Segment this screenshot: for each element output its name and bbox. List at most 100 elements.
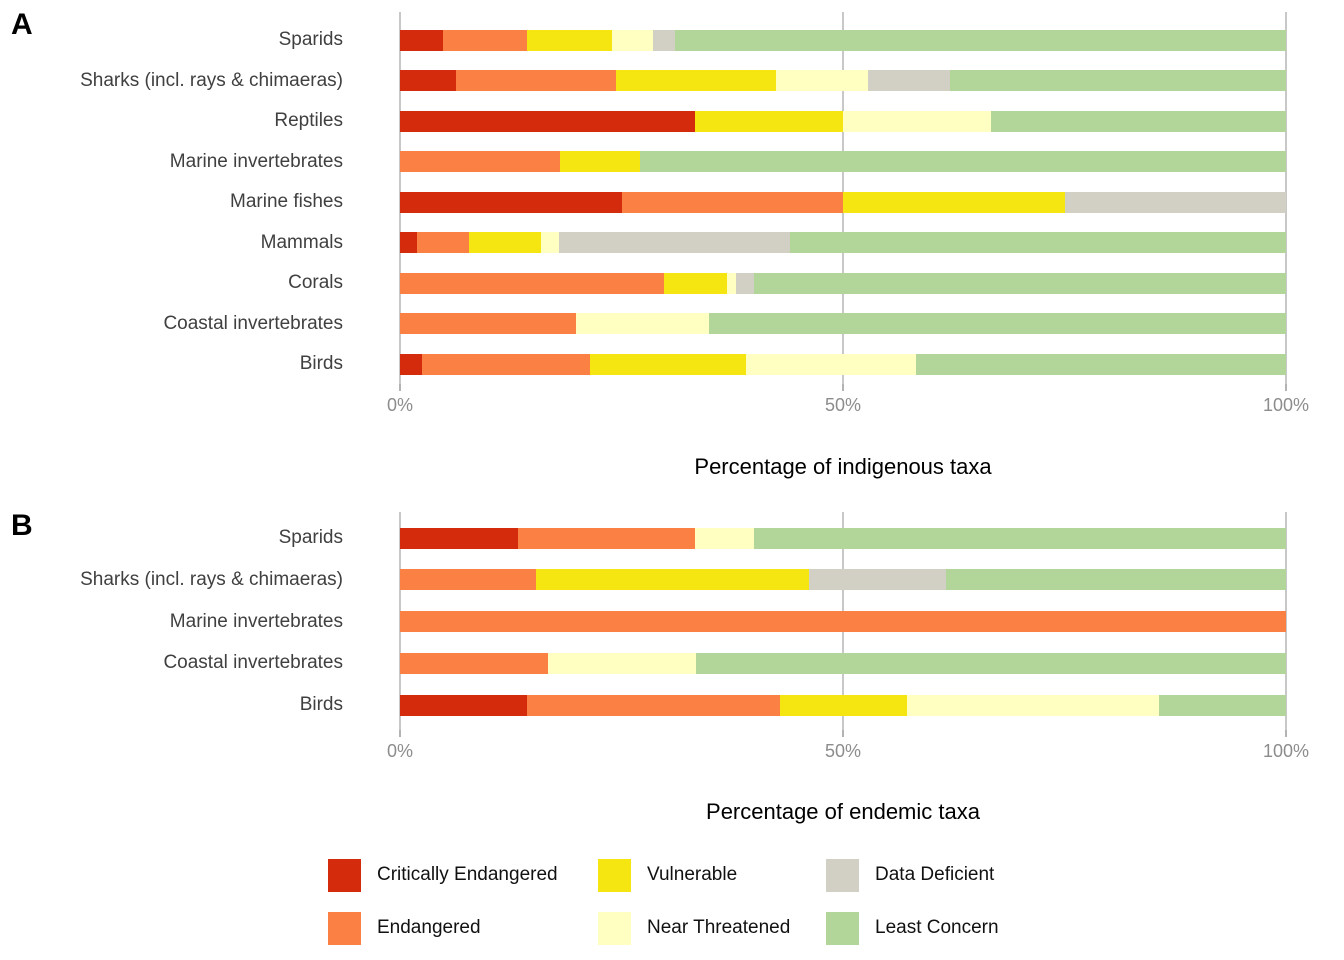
bar-segment-near-threatened (547, 653, 696, 674)
category-label-sharks-incl-rays-chimaeras: Sharks (incl. rays & chimaeras) (80, 70, 343, 91)
bar-segment-critically-endangered (400, 30, 443, 51)
bar-segment-least-concern (674, 30, 1286, 51)
axis-tick (842, 730, 844, 737)
axis-tick-label: 100% (1262, 741, 1310, 761)
bar-segment-endangered (517, 528, 696, 549)
bar-segment-endangered (442, 30, 527, 51)
bar-segment-near-threatened (745, 354, 916, 375)
bar-segment-endangered (422, 354, 591, 375)
category-label-marine-invertebrates: Marine invertebrates (169, 611, 343, 632)
bar-segment-critically-endangered (400, 192, 622, 213)
bar-segment-near-threatened (906, 695, 1160, 716)
stacked-bar-coastal-invertebrates (400, 653, 1286, 674)
category-label-coastal-invertebrates: Coastal invertebrates (163, 313, 343, 334)
panel-a-axis-title: Percentage of indigenous taxa (694, 454, 992, 479)
bar-segment-vulnerable (469, 232, 541, 253)
category-label-sparids: Sparids (278, 527, 343, 548)
stacked-bar-sparids (400, 30, 1286, 51)
bar-segment-least-concern (950, 70, 1286, 91)
stacked-bar-sharks-incl-rays-chimaeras (400, 70, 1286, 91)
bar-segment-endangered (400, 569, 537, 590)
category-label-sparids: Sparids (278, 29, 343, 50)
category-label-corals: Corals (288, 272, 343, 293)
bar-segment-least-concern (945, 569, 1286, 590)
legend-label: Data Deficient (875, 864, 995, 885)
category-label-birds: Birds (299, 694, 343, 715)
bar-segment-near-threatened (540, 232, 559, 253)
bar-segment-least-concern (640, 151, 1286, 172)
bar-segment-vulnerable (664, 273, 727, 294)
bar-segment-data-deficient (809, 569, 946, 590)
bar-segment-near-threatened (842, 111, 991, 132)
category-label-marine-invertebrates: Marine invertebrates (169, 151, 343, 172)
stacked-bar-reptiles (400, 111, 1286, 132)
bar-segment-vulnerable (843, 192, 1065, 213)
stacked-bar-mammals (400, 232, 1286, 253)
bar-segment-vulnerable (780, 695, 907, 716)
bar-segment-data-deficient (653, 30, 675, 51)
bar-segment-endangered (400, 653, 548, 674)
bar-segment-endangered (400, 313, 577, 334)
category-label-sharks-incl-rays-chimaeras: Sharks (incl. rays & chimaeras) (80, 569, 343, 590)
legend-label: Endangered (377, 917, 481, 938)
stacked-bar-marine-invertebrates (400, 611, 1286, 632)
gridline (1285, 512, 1287, 730)
bar-segment-critically-endangered (400, 70, 456, 91)
bar-segment-critically-endangered (400, 232, 417, 253)
category-label-marine-fishes: Marine fishes (230, 191, 343, 212)
bar-segment-endangered (621, 192, 843, 213)
legend-swatch-near-threatened (598, 911, 631, 945)
panel-b-axis-title: Percentage of endemic taxa (706, 799, 980, 824)
stacked-bar-birds (400, 695, 1286, 716)
bar-segment-near-threatened (576, 313, 710, 334)
legend-label: Least Concern (875, 917, 999, 938)
axis-tick-label: 0% (386, 741, 413, 761)
axis-tick (399, 730, 401, 737)
bar-segment-data-deficient (735, 273, 755, 294)
bar-segment-vulnerable (560, 151, 641, 172)
bar-segment-least-concern (754, 528, 1286, 549)
legend-swatch-vulnerable (598, 858, 631, 892)
bar-segment-endangered (400, 273, 665, 294)
axis-tick-label: 100% (1262, 395, 1310, 415)
axis-tick (399, 384, 401, 391)
legend-item-endangered: Endangered (328, 911, 481, 945)
legend-label: Vulnerable (647, 864, 738, 885)
axis-tick-label: 0% (386, 395, 413, 415)
axis-tick (842, 384, 844, 391)
category-label-coastal-invertebrates: Coastal invertebrates (163, 652, 343, 673)
stacked-bar-marine-invertebrates (400, 151, 1286, 172)
bar-segment-near-threatened (695, 528, 755, 549)
stacked-bar-marine-fishes (400, 192, 1286, 213)
bar-segment-endangered (400, 611, 1286, 632)
legend-item-least-concern: Least Concern (826, 911, 999, 945)
bar-segment-vulnerable (536, 569, 810, 590)
stacked-bar-coastal-invertebrates (400, 313, 1286, 334)
bar-segment-data-deficient (558, 232, 790, 253)
bar-segment-least-concern (754, 273, 1286, 294)
legend-label: Near Threatened (647, 917, 791, 938)
stacked-bar-sparids (400, 528, 1286, 549)
bar-segment-near-threatened (611, 30, 654, 51)
bar-segment-critically-endangered (400, 354, 423, 375)
stacked-bar-corals (400, 273, 1286, 294)
bar-segment-endangered (400, 151, 561, 172)
legend-swatch-critically-endangered (328, 858, 361, 892)
legend-item-critically-endangered: Critically Endangered (328, 858, 558, 892)
bar-segment-least-concern (990, 111, 1286, 132)
bar-segment-data-deficient (867, 70, 951, 91)
category-label-reptiles: Reptiles (274, 110, 343, 131)
axis-tick (1285, 384, 1287, 391)
bar-segment-critically-endangered (400, 111, 696, 132)
panel-b-letter: B (11, 509, 33, 542)
bar-segment-endangered (416, 232, 470, 253)
bar-segment-critically-endangered (400, 528, 518, 549)
bar-segment-critically-endangered (400, 695, 527, 716)
legend-item-near-threatened: Near Threatened (598, 911, 790, 945)
bar-segment-least-concern (695, 653, 1286, 674)
legend-item-vulnerable: Vulnerable (598, 858, 737, 892)
bar-segment-vulnerable (590, 354, 746, 375)
category-label-mammals: Mammals (260, 232, 343, 253)
bar-segment-endangered (526, 695, 781, 716)
